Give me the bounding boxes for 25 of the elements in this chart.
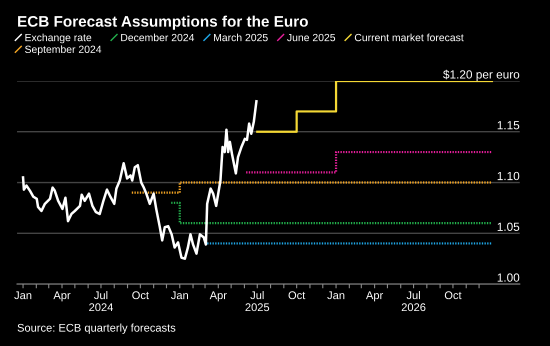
x-tick-label: Oct	[288, 291, 306, 300]
legend-label: Exchange rate	[25, 34, 92, 44]
legend-label: March 2025	[214, 34, 268, 42]
legend-label: December 2024	[121, 34, 194, 42]
y-tick-label: 1.10	[498, 172, 520, 180]
x-tick-label: Apr	[210, 291, 227, 302]
x-tick-label: Jul 2024	[89, 291, 114, 312]
source-note: Source: ECB quarterly forecasts	[18, 324, 176, 334]
x-tick-label: Oct	[444, 291, 462, 300]
x-tick-label: Jan	[14, 291, 32, 300]
legend-label: September 2024	[25, 45, 102, 56]
y-tick-label: 1.00	[498, 273, 520, 282]
x-tick-label: Jul 2026	[402, 291, 426, 312]
x-tick-label: Apr	[366, 291, 384, 302]
x-tick-label: Oct	[132, 291, 149, 300]
y-tick-label: 1.05	[498, 222, 520, 231]
y-tick-label: $1.20 per euro	[443, 70, 520, 81]
chart-title: ECB Forecast Assumptions for the Euro	[18, 16, 308, 30]
y-tick-label: 1.15	[498, 121, 520, 130]
legend-label: Current market forecast	[354, 34, 464, 42]
x-tick-label: Jan	[327, 291, 344, 300]
x-tick-label: Jan	[170, 291, 188, 300]
legend-label: June 2025	[287, 34, 336, 42]
x-tick-label: Jul 2025	[245, 291, 270, 312]
x-tick-label: Apr	[53, 291, 70, 302]
